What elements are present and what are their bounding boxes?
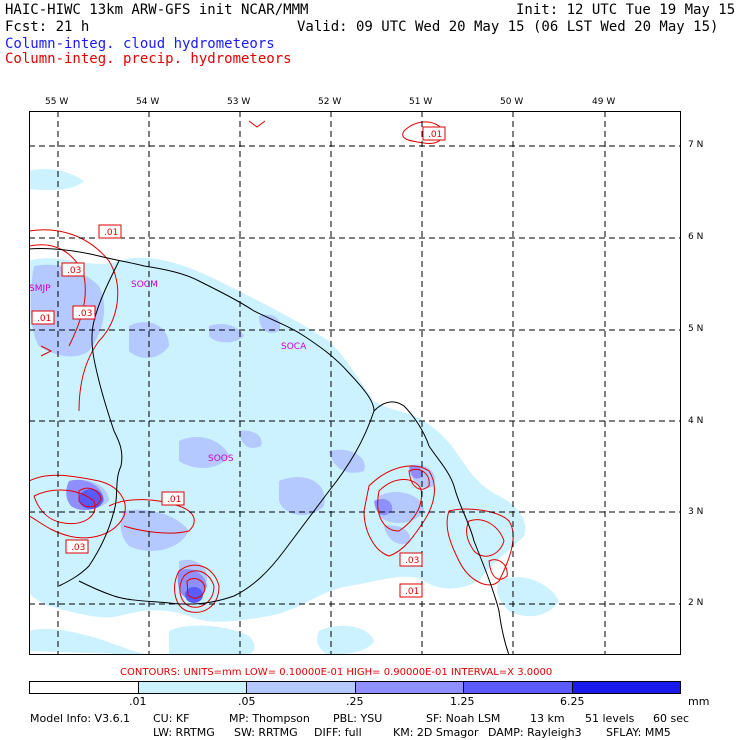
colorbar-bin [572, 682, 680, 693]
lw-scheme: LW: RRTMG [153, 726, 215, 739]
title-line: HAIC-HIWC 13km ARW-GFS init NCAR/MMM [5, 2, 309, 18]
lon-label: 52 W [318, 97, 342, 107]
sflay-scheme: SFLAY: MM5 [606, 726, 671, 739]
map-panel: .01 .01 .03 .01 .03 .01 .03 .03 .01 SMJP… [29, 111, 681, 655]
contour-label: .01 [405, 587, 419, 597]
km-scheme: KM: 2D Smagor [393, 726, 479, 739]
colorbar-tick: .25 [346, 695, 364, 708]
resolution: 13 km [530, 712, 565, 725]
contour-labels: .01 .01 .03 .01 .03 .01 .03 .03 .01 [31, 126, 446, 598]
pbl-scheme: PBL: YSU [333, 712, 383, 725]
colorbar-tick: 6.25 [560, 695, 585, 708]
levels: 51 levels [585, 712, 635, 725]
contour-label: .03 [71, 543, 85, 553]
lat-label: 7 N [688, 140, 704, 150]
colorbar-bin [138, 682, 247, 693]
coastline [29, 248, 510, 655]
lat-label: 3 N [688, 507, 704, 517]
mp-scheme: MP: Thompson [229, 712, 310, 725]
diff-scheme: DIFF: full [314, 726, 362, 739]
model-info: Model Info: V3.6.1 [30, 712, 131, 725]
contour-label: .01 [37, 314, 51, 324]
map-frame [29, 111, 681, 655]
contour-label: .03 [405, 556, 419, 566]
lon-label: 51 W [409, 97, 433, 107]
colorbar [29, 681, 681, 694]
damp-scheme: DAMP: Rayleigh3 [488, 726, 582, 739]
lon-label: 53 W [227, 97, 251, 107]
colorbar-tick: 1.25 [450, 695, 475, 708]
station-label: SOCM [131, 280, 158, 290]
contours-info: CONTOURS: UNITS=mm LOW= 0.10000E-01 HIGH… [120, 667, 553, 678]
contour-label: .01 [104, 228, 118, 238]
colorbar-bin [30, 682, 139, 693]
contour-label: .03 [78, 309, 92, 319]
lon-label: 54 W [136, 97, 160, 107]
colorbar-bin [355, 682, 464, 693]
lon-label: 49 W [592, 97, 616, 107]
colorbar-tick: .05 [238, 695, 256, 708]
colorbar-bin [247, 682, 356, 693]
sf-scheme: SF: Noah LSM [426, 712, 501, 725]
forecast-hour: Fcst: 21 h [5, 19, 90, 35]
lat-label: 6 N [688, 232, 704, 242]
cloud-field-label: Column-integ. cloud hydrometeors [5, 36, 275, 52]
contour-label: .01 [167, 495, 181, 505]
stations: SMJP SOCM SOCA SOOS [29, 280, 307, 464]
lat-label: 2 N [688, 598, 704, 608]
station-label: SOOS [208, 454, 234, 464]
precip-field-label: Column-integ. precip. hydrometeors [5, 51, 292, 67]
lat-label: 4 N [688, 416, 704, 426]
lon-label: 50 W [500, 97, 524, 107]
station-label: SOCA [281, 342, 307, 352]
station-label: SMJP [29, 284, 51, 294]
valid-time: Valid: 09 UTC Wed 20 May 15 (06 LST Wed … [297, 19, 719, 35]
lon-label: 55 W [45, 97, 69, 107]
cu-scheme: CU: KF [153, 712, 190, 725]
colorbar-bin [464, 682, 573, 693]
colorbar-units: mm [688, 695, 710, 708]
sw-scheme: SW: RRTMG [234, 726, 298, 739]
timestep: 60 sec [653, 712, 690, 725]
contour-label: .01 [428, 130, 442, 140]
colorbar-tick: .01 [129, 695, 147, 708]
contour-label: .03 [67, 266, 81, 276]
lat-label: 5 N [688, 324, 704, 334]
init-time: Init: 12 UTC Tue 19 May 15 [516, 2, 736, 18]
